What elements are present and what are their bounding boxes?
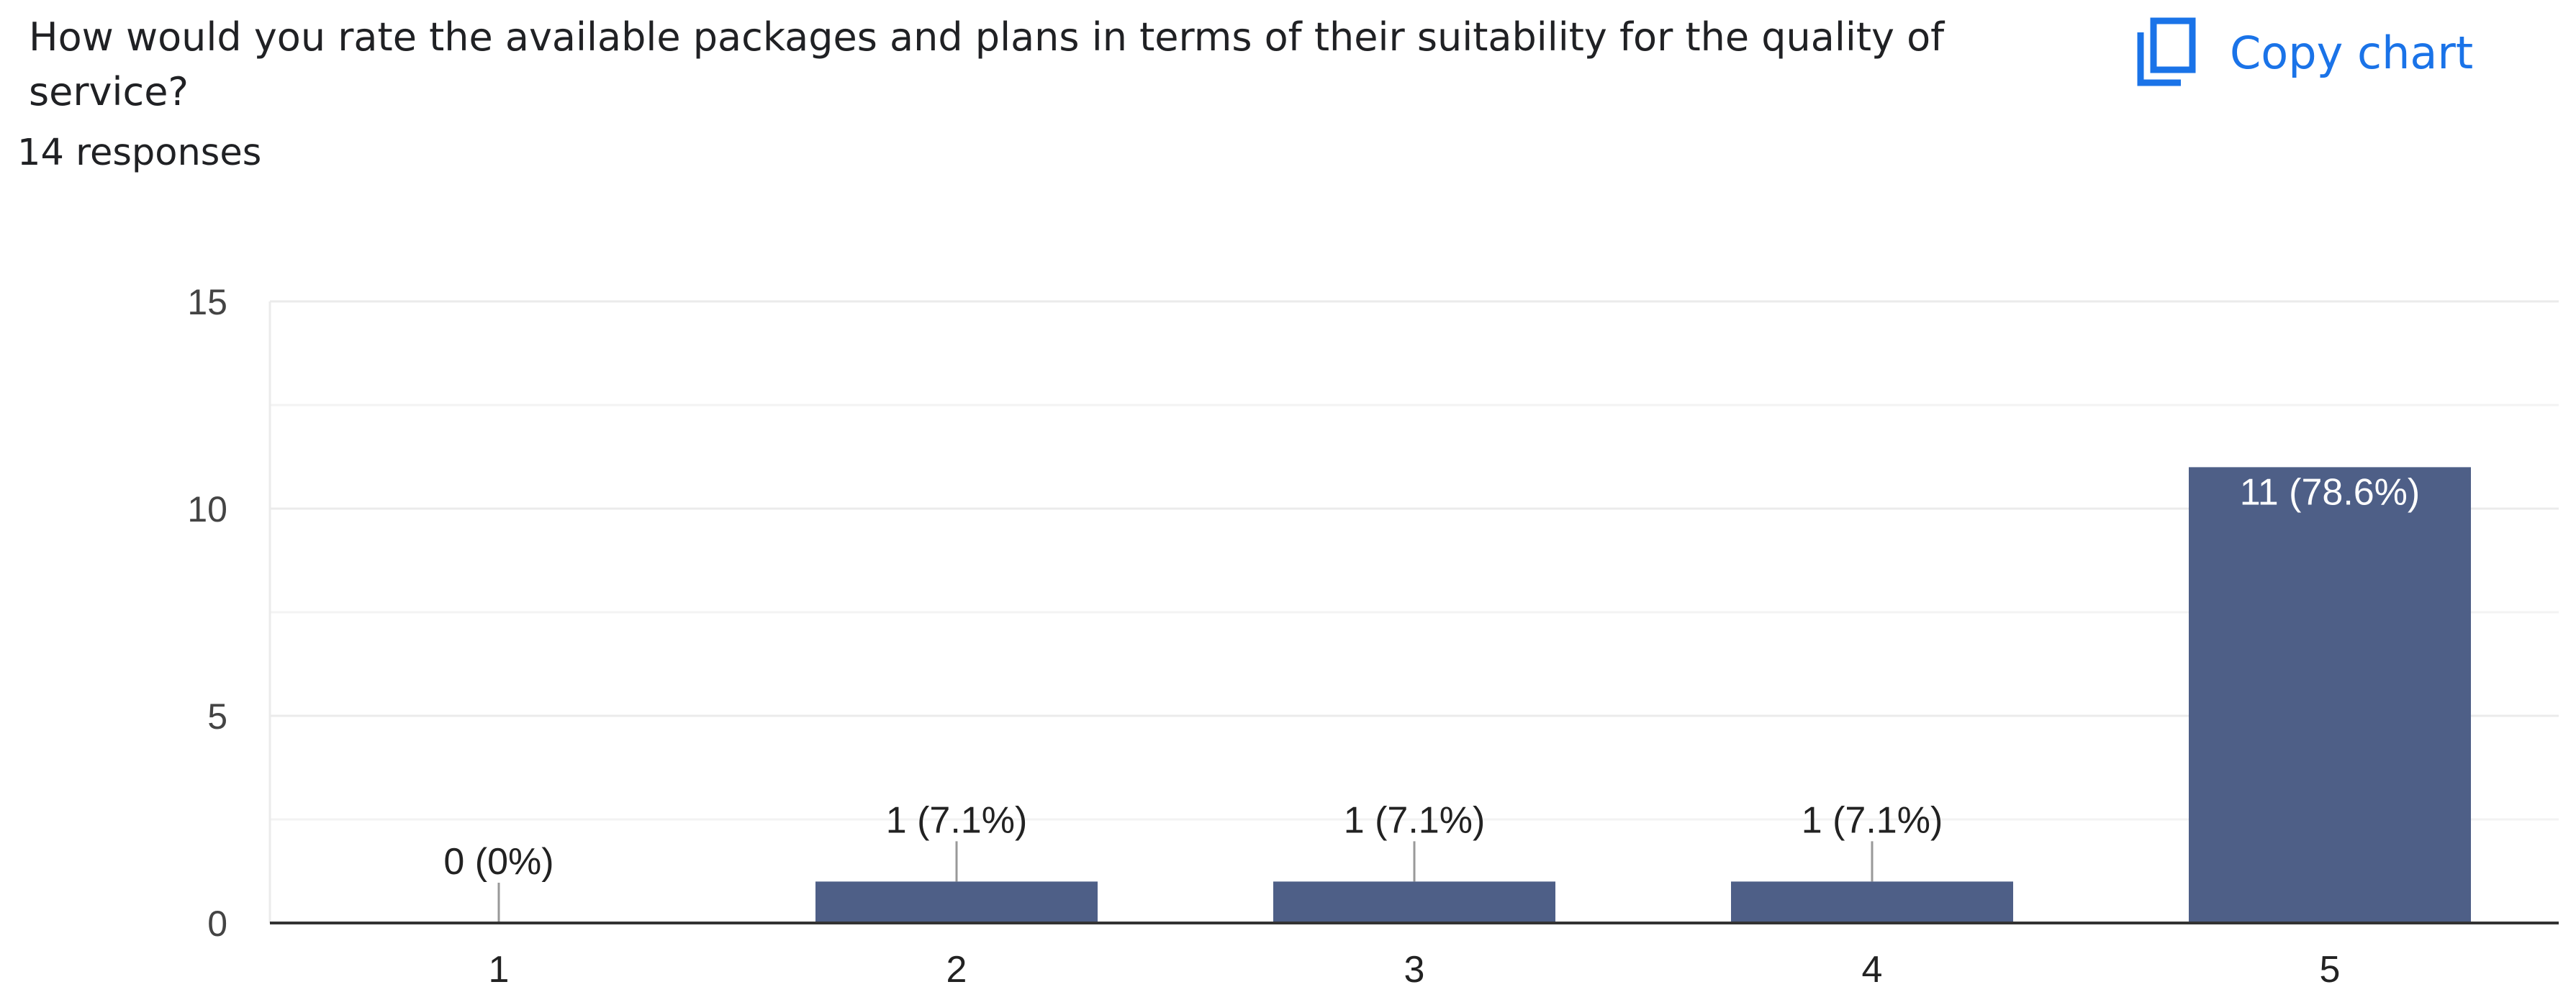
y-tick-label: 0 [207, 904, 227, 944]
bar-5[interactable] [2189, 467, 2471, 923]
data-label: 1 (7.1%) [1344, 799, 1486, 841]
x-tick-label: 1 [489, 949, 510, 991]
y-tick-label: 5 [207, 696, 227, 737]
copy-icon [2137, 17, 2196, 86]
response-count: 14 responses [17, 132, 262, 174]
bar-4[interactable] [1731, 881, 2013, 923]
data-label: 11 (78.6%) [2240, 471, 2421, 513]
bar-chart: 0 5 10 15 0 (0%) 1 1 (7.1%) 2 1 (7.1%) 3 1 (7.1%) 4… [187, 282, 2559, 991]
data-label: 0 (0%) [443, 841, 553, 883]
x-tick-label: 3 [1404, 949, 1425, 991]
copy-chart-button[interactable]: Copy chart [2136, 13, 2473, 92]
x-tick-label: 5 [2320, 949, 2341, 991]
bar-3[interactable] [1273, 881, 1555, 923]
question-title: How would you rate the available package… [29, 14, 1945, 114]
y-tick-label: 10 [187, 489, 227, 529]
bar-2[interactable] [815, 881, 1098, 923]
data-label: 1 (7.1%) [1802, 799, 1943, 841]
data-label: 1 (7.1%) [886, 799, 1028, 841]
y-tick-label: 15 [187, 282, 227, 322]
copy-chart-label: Copy chart [2230, 26, 2474, 79]
x-tick-label: 4 [1862, 949, 1883, 991]
x-tick-label: 2 [946, 949, 967, 991]
chart-area: 0 5 10 15 0 (0%) 1 1 (7.1%) 2 1 (7.1%) 3 1 (7.1%) 4… [0, 266, 2576, 1005]
